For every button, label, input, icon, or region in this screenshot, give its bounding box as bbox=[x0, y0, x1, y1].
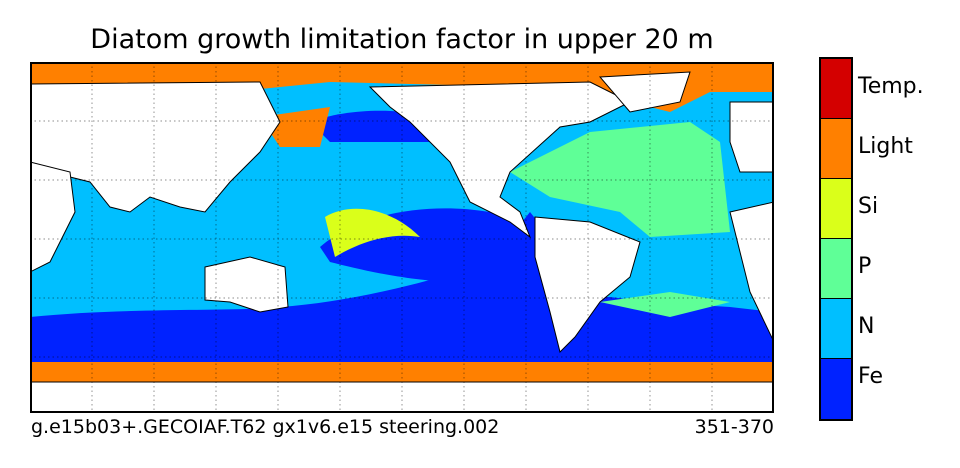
region-si bbox=[325, 208, 420, 257]
caption-years: 351-370 bbox=[694, 416, 774, 438]
land-africa-east bbox=[729, 201, 774, 343]
land-australia bbox=[204, 256, 289, 313]
colorbar-segment-si bbox=[821, 179, 851, 239]
colorbar-label-p: P bbox=[858, 254, 872, 279]
colorbar-label-light: Light bbox=[858, 134, 913, 159]
colorbar-label-fe: Fe bbox=[858, 364, 883, 389]
colorbar-segment-p bbox=[821, 239, 851, 299]
land-greenland bbox=[598, 71, 691, 113]
colorbar-segment-light bbox=[821, 119, 851, 179]
land-south-america bbox=[534, 216, 641, 353]
region-light-arctic bbox=[30, 62, 774, 112]
land-africa bbox=[30, 161, 76, 273]
colorbar-segment-temp bbox=[821, 59, 851, 119]
plot-title: Diatom growth limitation factor in upper… bbox=[90, 24, 714, 55]
world-map bbox=[30, 62, 774, 413]
colorbar bbox=[819, 57, 853, 421]
colorbar-label-si: Si bbox=[858, 194, 879, 219]
colorbar-segment-fe bbox=[821, 359, 851, 419]
colorbar-label-temp: Temp. bbox=[858, 74, 924, 99]
colorbar-label-n: N bbox=[858, 314, 875, 339]
colorbar-segment-n bbox=[821, 299, 851, 359]
caption-case-name: g.e15b03+.GECOIAF.T62 gx1v6.e15 steering… bbox=[31, 416, 500, 438]
region-p-atlantic bbox=[510, 122, 730, 237]
land-europe-west bbox=[729, 101, 774, 173]
grid-lines bbox=[30, 62, 774, 413]
